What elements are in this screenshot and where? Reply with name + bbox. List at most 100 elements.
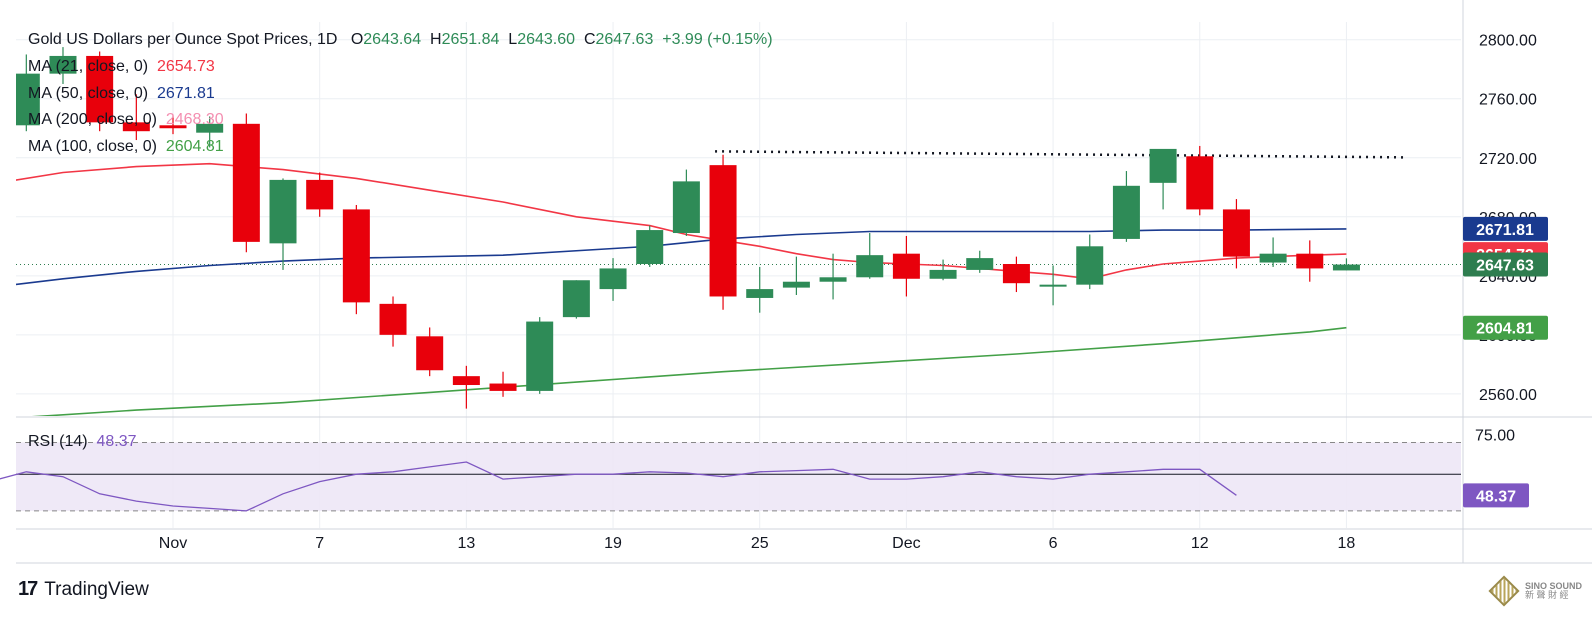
candle-body-up (1149, 148, 1177, 183)
candle-body-up (16, 73, 40, 126)
low-value: 2643.60 (517, 31, 576, 48)
rsi-value-badge (1463, 483, 1529, 508)
y-tick-label: 2560.00 (1479, 387, 1537, 404)
candle-body-down (1222, 209, 1250, 257)
candle-body-up (599, 268, 627, 290)
y-tick-label: 2720.00 (1479, 151, 1537, 168)
candle-body-up (49, 55, 77, 74)
candle-body-down (0, 119, 3, 128)
candle-body-up (1039, 284, 1067, 287)
ma21-line (16, 162, 1347, 280)
symbol-title: Gold US Dollars per Ounce Spot Prices, 1… (28, 31, 338, 48)
rsi-band (16, 442, 1461, 511)
ma21-legend[interactable]: MA (21, close, 0) 2654.73 (28, 57, 215, 77)
rsi-line (0, 461, 1237, 512)
candle-body-down (1296, 253, 1324, 269)
low-label: L (508, 31, 518, 48)
candle-body-up (856, 255, 884, 278)
sino-sound-watermark: SINO SOUND 新 聲 財 經 (1488, 575, 1582, 607)
resistance-line (715, 150, 1404, 159)
watermark-diamond-icon (1488, 575, 1520, 607)
candle-body-down (892, 253, 920, 279)
x-tick-label: 7 (315, 535, 324, 552)
x-tick-label: 12 (1191, 535, 1209, 552)
price-badge-text: 2671.81 (1476, 222, 1534, 239)
x-tick-label: 19 (604, 535, 622, 552)
rsi-badge-text: 48.37 (1476, 488, 1516, 505)
watermark-line1: SINO SOUND (1524, 581, 1582, 591)
rsi-label: RSI (14) (28, 433, 88, 450)
ma200-label: MA (200, close, 0) (28, 111, 157, 128)
y-tick-label: 2800.00 (1479, 33, 1537, 50)
ma21-value: 2654.73 (156, 58, 215, 75)
ma50-label: MA (50, close, 0) (28, 85, 149, 102)
x-tick-label: Dec (892, 535, 920, 552)
candle-body-up (1112, 185, 1140, 239)
price-badge (1463, 216, 1548, 241)
candle-body-down (416, 336, 444, 371)
ma200-legend[interactable]: MA (200, close, 0) 2468.30 (28, 110, 224, 130)
brand-name: TradingView (44, 578, 149, 600)
candle-body-up (1332, 264, 1360, 271)
header-legend: Gold US Dollars per Ounce Spot Prices, 1… (28, 30, 773, 50)
high-value: 2651.84 (441, 31, 500, 48)
candle-body-down (1002, 264, 1030, 284)
price-badge (1463, 315, 1548, 340)
x-tick-label: 25 (751, 535, 769, 552)
rsi-legend[interactable]: RSI (14) 48.37 (28, 432, 137, 452)
candle-body-down (489, 383, 517, 391)
candle-body-up (746, 289, 774, 298)
close-value: 2647.63 (595, 31, 654, 48)
candle-body-up (966, 258, 994, 270)
ma100-legend[interactable]: MA (100, close, 0) 2604.81 (28, 137, 224, 157)
candle-body-up (269, 179, 297, 244)
ma200-value: 2468.30 (165, 111, 224, 128)
x-tick-label: 6 (1049, 535, 1058, 552)
watermark-line2: 新 聲 財 經 (1524, 590, 1569, 600)
candle-body-down (232, 123, 260, 242)
price-plot-area (0, 47, 1461, 416)
y-tick-label: 2760.00 (1479, 92, 1537, 109)
candle-body-up (672, 181, 700, 234)
candle-body-up (929, 269, 957, 279)
candle-body-up (819, 277, 847, 282)
candle-body-down (1186, 156, 1214, 210)
candle-body-down (86, 55, 114, 123)
x-tick-label: Nov (159, 535, 187, 552)
candle-body-down (452, 376, 480, 386)
candle-body-up (1076, 246, 1104, 285)
x-tick-label: 18 (1338, 535, 1356, 552)
rsi-upper-label: 75.00 (1475, 427, 1515, 444)
price-badge (1463, 252, 1548, 277)
ma100-value: 2604.81 (165, 138, 224, 155)
ma100-line (31, 326, 1347, 416)
price-badge-text: 2604.81 (1476, 321, 1534, 338)
price-badge-text: 2647.63 (1476, 258, 1534, 275)
candle-body-up (636, 230, 664, 265)
candle-body-down (379, 303, 407, 335)
tradingview-logo-icon: 17 (18, 578, 38, 600)
candle-body-down (159, 125, 187, 129)
open-value: 2643.64 (363, 31, 422, 48)
ma50-line (16, 228, 1347, 286)
close-label: C (583, 31, 596, 48)
open-label: O (350, 31, 364, 48)
candle-body-up (196, 123, 224, 133)
candle-body-up (526, 321, 554, 391)
candle-body-down (306, 179, 334, 210)
tradingview-brand[interactable]: 17 TradingView (18, 578, 149, 601)
candle-body-up (1259, 253, 1287, 263)
candle-body-down (122, 122, 150, 132)
candle-body-down (342, 209, 370, 303)
x-tick-label: 13 (457, 535, 475, 552)
high-label: H (430, 31, 442, 48)
candle-body-down (709, 165, 737, 297)
candle-body-up (562, 280, 590, 318)
ma21-label: MA (21, close, 0) (28, 58, 149, 75)
change-value: +3.99 (+0.15%) (662, 31, 773, 48)
ma50-value: 2671.81 (156, 85, 215, 102)
ma100-label: MA (100, close, 0) (28, 138, 157, 155)
ma50-legend[interactable]: MA (50, close, 0) 2671.81 (28, 84, 215, 104)
